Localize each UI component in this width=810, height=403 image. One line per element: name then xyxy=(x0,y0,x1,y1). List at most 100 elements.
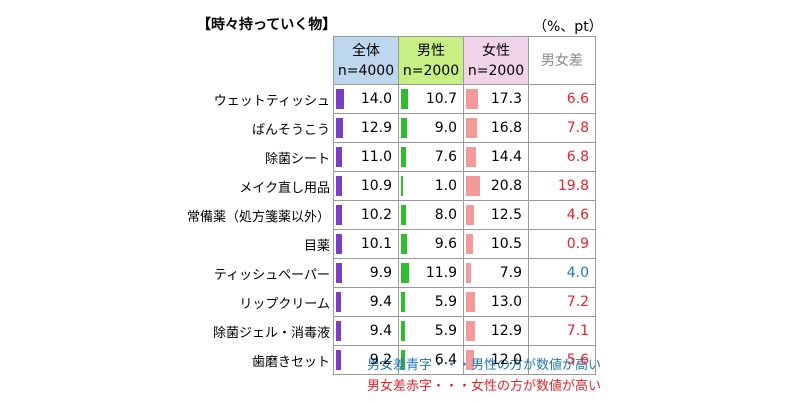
male-bar xyxy=(401,89,408,109)
table-row: 10.1 9.6 10.5 0.9 xyxy=(333,229,596,259)
header-female-label: 女性 xyxy=(482,42,510,59)
table-title: 【時々持っていく物】 xyxy=(197,17,337,33)
female-value: 20.8 xyxy=(490,178,522,194)
female-bar xyxy=(466,350,474,370)
header-all: 全体 n=4000 xyxy=(333,36,399,85)
table-row: 10.9 1.0 20.8 19.8 xyxy=(333,171,596,201)
header-male-label: 男性 xyxy=(417,42,445,59)
diff-value: 4.0 xyxy=(566,265,589,281)
female-value: 12.0 xyxy=(490,352,522,368)
female-value: 7.9 xyxy=(499,265,522,281)
row-label: ティッシュペーパー xyxy=(213,268,330,283)
data-table: 全体 n=4000 男性 n=2000 女性 n=2000 男女差 14.0 10… xyxy=(333,36,596,375)
diff-value: 6.8 xyxy=(566,149,589,165)
female-bar xyxy=(466,89,478,109)
all-bar xyxy=(336,89,344,109)
all-bar xyxy=(336,321,341,341)
male-value: 5.9 xyxy=(434,294,457,310)
all-cell: 10.2 xyxy=(333,200,399,230)
diff-cell: 19.8 xyxy=(528,171,596,201)
diff-cell: 5.6 xyxy=(528,345,596,375)
all-value: 9.4 xyxy=(369,323,392,339)
diff-cell: 4.6 xyxy=(528,200,596,230)
diff-cell: 0.9 xyxy=(528,229,596,259)
diff-cell: 6.8 xyxy=(528,142,596,172)
female-cell: 12.5 xyxy=(463,200,529,230)
female-cell: 17.3 xyxy=(463,84,529,114)
male-bar xyxy=(401,234,407,254)
male-value: 9.0 xyxy=(434,120,457,136)
table-row: 9.9 11.9 7.9 4.0 xyxy=(333,258,596,288)
diff-cell: 7.8 xyxy=(528,113,596,143)
all-value: 14.0 xyxy=(360,91,392,107)
all-value: 10.1 xyxy=(360,236,392,252)
all-bar xyxy=(336,176,342,196)
all-cell: 9.9 xyxy=(333,258,399,288)
all-cell: 9.4 xyxy=(333,316,399,346)
male-value: 5.9 xyxy=(434,323,457,339)
all-cell: 12.9 xyxy=(333,113,399,143)
male-value: 7.6 xyxy=(434,149,457,165)
row-label: 目薬 xyxy=(303,239,330,254)
male-cell: 7.6 xyxy=(398,142,464,172)
female-bar xyxy=(466,205,474,225)
row-label: 歯磨きセット xyxy=(251,355,330,370)
diff-value: 6.6 xyxy=(566,91,589,107)
male-bar xyxy=(401,147,406,167)
female-cell: 12.0 xyxy=(463,345,529,375)
male-bar xyxy=(401,118,407,138)
all-value: 9.2 xyxy=(369,352,392,368)
female-value: 12.9 xyxy=(490,323,522,339)
female-cell: 7.9 xyxy=(463,258,529,288)
all-value: 11.0 xyxy=(360,149,392,165)
unit-label: （%、pt） xyxy=(533,19,603,35)
female-value: 17.3 xyxy=(490,91,522,107)
header-diff: 男女差 xyxy=(528,36,596,85)
diff-cell: 7.2 xyxy=(528,287,596,317)
diff-cell: 6.6 xyxy=(528,84,596,114)
male-bar xyxy=(401,263,409,283)
all-bar xyxy=(336,292,341,312)
all-value: 12.9 xyxy=(360,120,392,136)
row-label: 常備薬（処方箋薬以外） xyxy=(186,210,330,225)
all-bar xyxy=(336,350,341,370)
all-bar xyxy=(336,263,342,283)
female-value: 12.5 xyxy=(490,207,522,223)
diff-value: 7.2 xyxy=(566,294,589,310)
male-value: 8.0 xyxy=(434,207,457,223)
all-bar xyxy=(336,147,342,167)
header-all-n: n=4000 xyxy=(337,62,395,79)
table-row: 14.0 10.7 17.3 6.6 xyxy=(333,84,596,114)
row-label: ウェットティッシュ xyxy=(213,94,330,109)
male-cell: 10.7 xyxy=(398,84,464,114)
male-bar xyxy=(401,321,405,341)
female-bar xyxy=(466,321,475,341)
male-bar xyxy=(401,176,403,196)
header-female-n: n=2000 xyxy=(467,62,525,79)
diff-value: 0.9 xyxy=(566,236,589,252)
all-cell: 11.0 xyxy=(333,142,399,172)
all-value: 9.4 xyxy=(369,294,392,310)
male-cell: 11.9 xyxy=(398,258,464,288)
header-row: 全体 n=4000 男性 n=2000 女性 n=2000 男女差 xyxy=(333,36,596,85)
female-cell: 16.8 xyxy=(463,113,529,143)
male-value: 11.9 xyxy=(425,265,457,281)
diff-value: 19.8 xyxy=(557,178,589,194)
table-row: 11.0 7.6 14.4 6.8 xyxy=(333,142,596,172)
header-male-n: n=2000 xyxy=(402,62,460,79)
female-value: 14.4 xyxy=(490,149,522,165)
male-value: 6.4 xyxy=(434,352,457,368)
male-bar xyxy=(401,292,405,312)
legend-red: 男女差赤字・・・女性の方が数値が高い xyxy=(367,379,602,394)
header-female: 女性 n=2000 xyxy=(463,36,529,85)
female-value: 10.5 xyxy=(490,236,522,252)
all-value: 9.9 xyxy=(369,265,392,281)
table-row: 9.4 5.9 13.0 7.2 xyxy=(333,287,596,317)
female-cell: 13.0 xyxy=(463,287,529,317)
female-bar xyxy=(466,263,471,283)
male-cell: 1.0 xyxy=(398,171,464,201)
table-body: 14.0 10.7 17.3 6.6 12.9 9.0 16.8 7.8 11.0 7.6 14.4… xyxy=(333,84,596,375)
female-cell: 10.5 xyxy=(463,229,529,259)
male-cell: 5.9 xyxy=(398,287,464,317)
header-male: 男性 n=2000 xyxy=(398,36,464,85)
